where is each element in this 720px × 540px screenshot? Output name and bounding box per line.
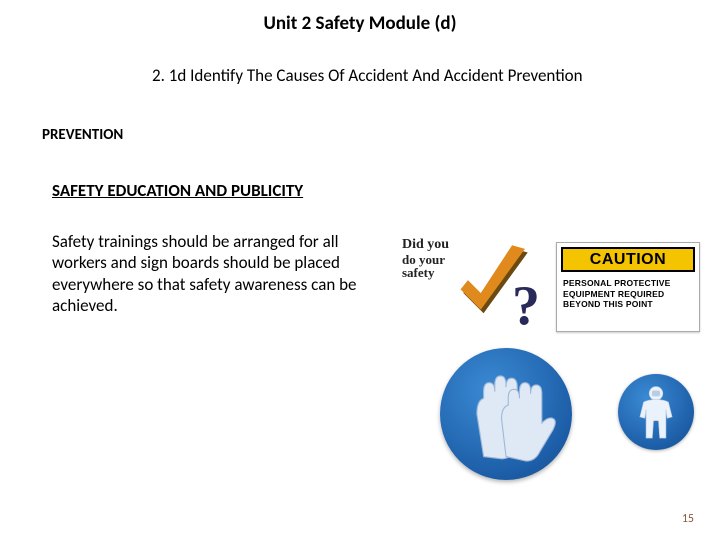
- caution-line1: PERSONAL PROTECTIVE: [563, 278, 693, 289]
- page-subtitle: 2. 1d Identify The Causes Of Accident An…: [0, 43, 720, 96]
- question-mark-icon: ?: [512, 274, 540, 338]
- gloves-mandatory-icon: [440, 348, 572, 480]
- safety-check-line2: do your: [402, 253, 449, 267]
- caution-line2: EQUIPMENT REQUIRED: [563, 289, 693, 300]
- topic-heading: SAFETY EDUCATION AND PUBLICITY: [0, 144, 720, 201]
- safety-check-text: Did you do your safety: [402, 238, 449, 280]
- gloves-icon: [450, 358, 562, 470]
- caution-body: PERSONAL PROTECTIVE EQUIPMENT REQUIRED B…: [561, 274, 695, 314]
- page-number: 15: [682, 512, 694, 526]
- safety-check-line1: Did you: [402, 238, 449, 253]
- section-label: PREVENTION: [0, 96, 720, 144]
- caution-line3: BEYOND THIS POINT: [563, 299, 693, 310]
- caution-header: CAUTION: [561, 247, 695, 272]
- suit-icon: [625, 381, 687, 443]
- body-paragraph: Safety trainings should be arranged for …: [0, 201, 365, 316]
- safety-check-line3: safety: [402, 266, 449, 280]
- page-title: Unit 2 Safety Module (d): [0, 0, 720, 43]
- protective-suit-icon: [618, 374, 694, 450]
- safety-check-graphic: Did you do your safety ?: [400, 240, 546, 338]
- caution-sign: CAUTION PERSONAL PROTECTIVE EQUIPMENT RE…: [556, 242, 700, 332]
